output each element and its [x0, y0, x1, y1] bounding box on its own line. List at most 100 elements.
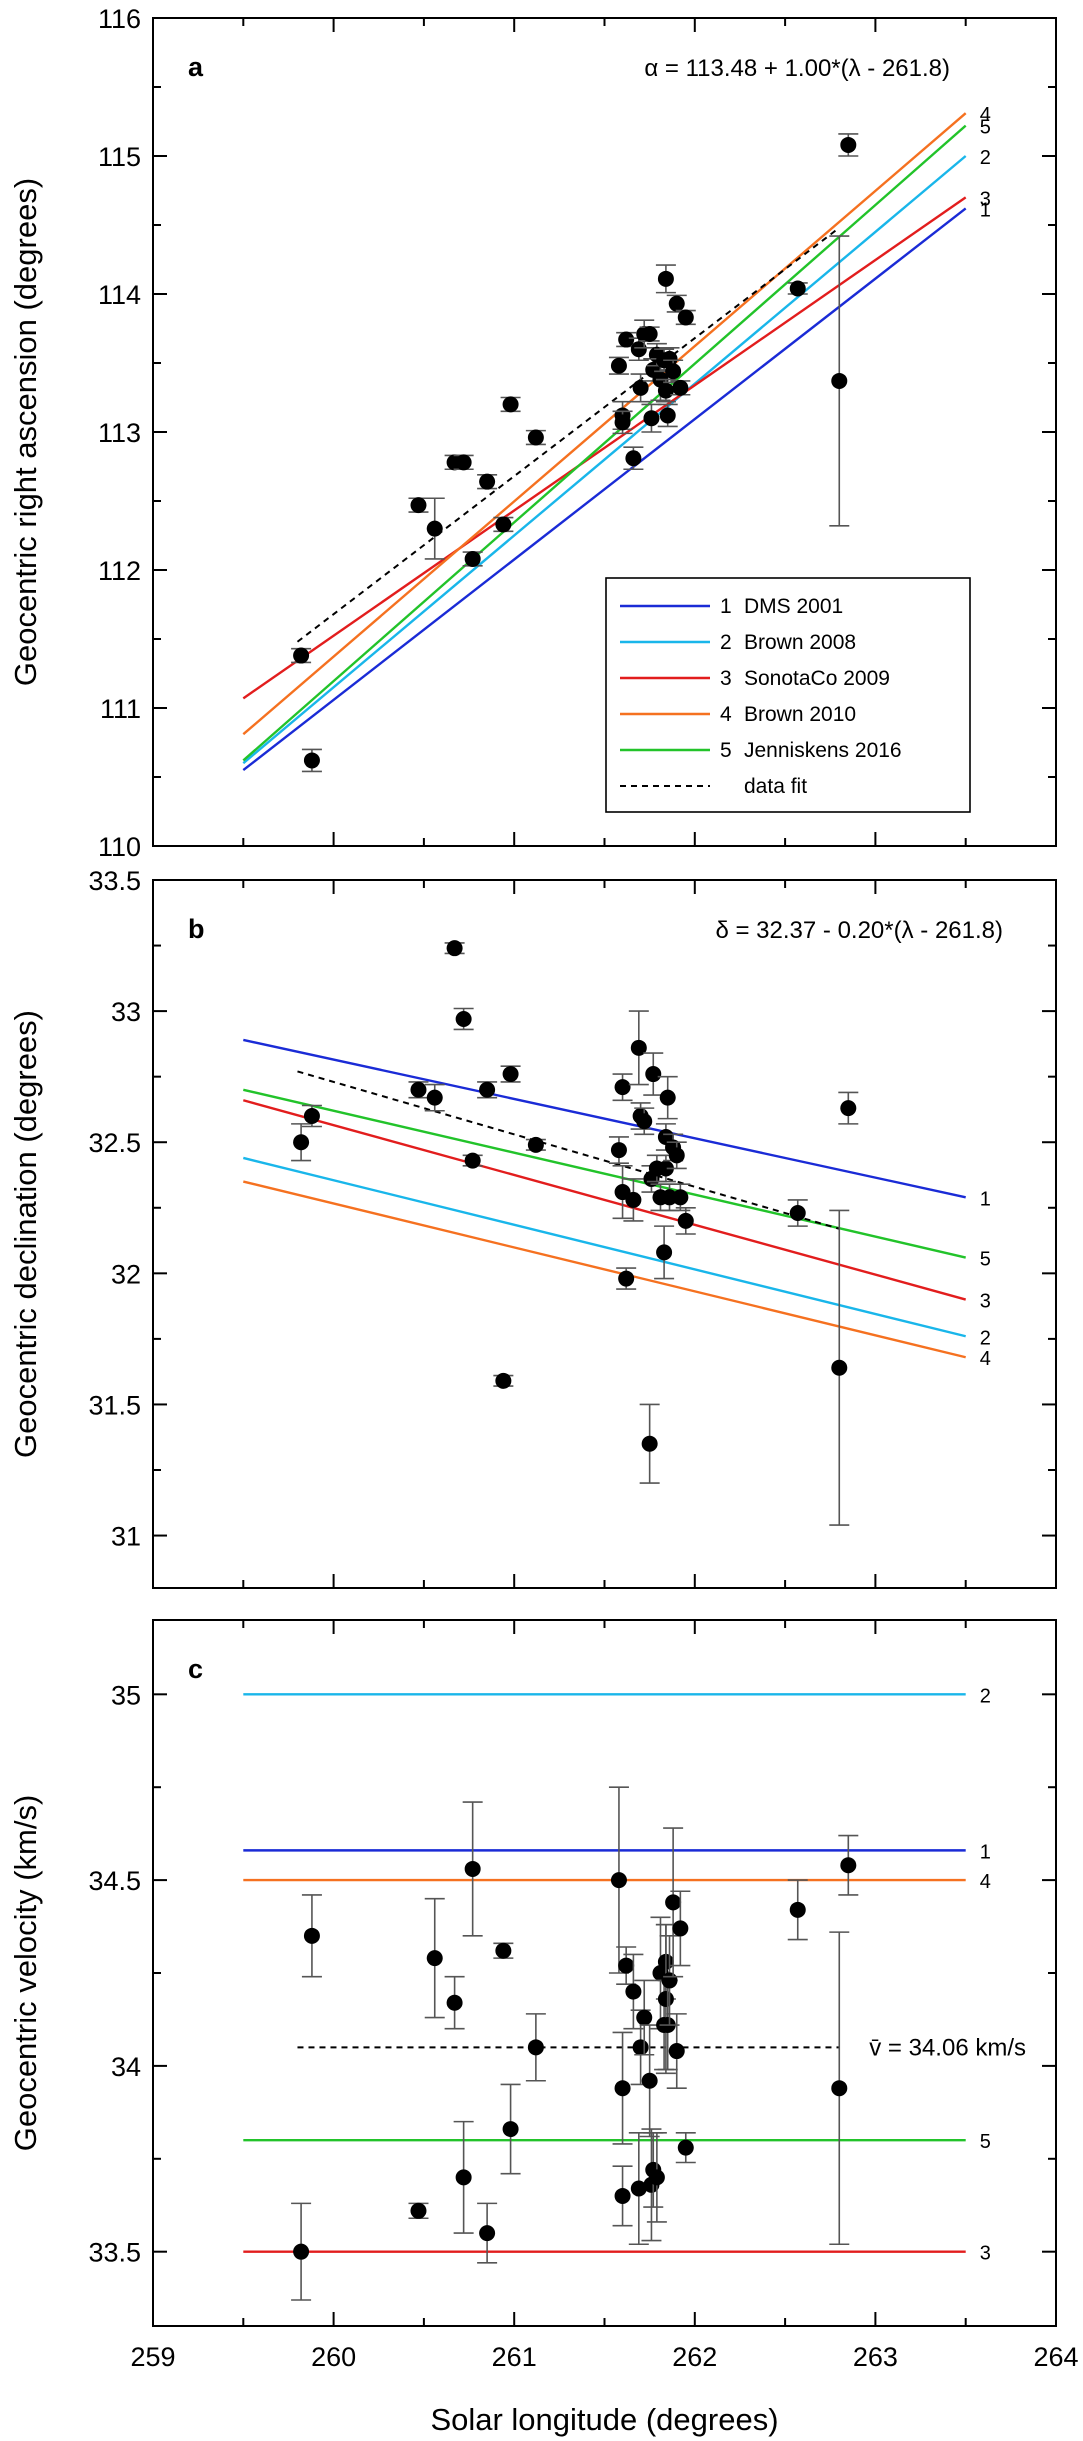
series-label-2: 2 — [980, 147, 991, 169]
y-tick-label: 34.5 — [88, 1866, 141, 1896]
legend-box — [605, 577, 971, 813]
series-line-1 — [242, 207, 967, 772]
legend-number: 2 — [720, 631, 732, 654]
data-point — [648, 2169, 665, 2186]
data-point — [789, 280, 806, 297]
mean-velocity-label: v̄ = 34.06 km/s — [869, 2034, 1026, 2061]
data-point — [840, 1857, 857, 1874]
data-point — [614, 2187, 631, 2204]
series-label-3: 3 — [980, 188, 991, 210]
series-label-3: 3 — [980, 1291, 991, 1313]
data-point — [464, 1860, 481, 1877]
panel-letter: c — [188, 1654, 203, 1684]
data-point — [614, 414, 631, 431]
data-point — [303, 1108, 320, 1124]
data-point — [426, 1089, 443, 1106]
data-point — [455, 454, 472, 471]
data-point — [527, 429, 544, 446]
series-line-3 — [242, 1099, 967, 1301]
data-point — [293, 1134, 310, 1151]
y-tick-label: 112 — [98, 556, 141, 586]
data-point — [641, 1435, 658, 1452]
data-point — [831, 2080, 848, 2097]
series-label-1: 1 — [980, 199, 991, 221]
data-point — [527, 2039, 544, 2056]
data-point — [527, 1136, 544, 1153]
y-tick-label: 111 — [100, 694, 141, 724]
data-point — [672, 1920, 689, 1937]
data-point — [618, 331, 635, 348]
legend-number: 3 — [720, 667, 732, 690]
panel-letter: b — [188, 914, 205, 944]
data-point — [625, 450, 642, 467]
data-point — [293, 2243, 310, 2260]
series-label-3: 3 — [980, 2243, 991, 2265]
data-point — [479, 2225, 496, 2242]
legend-label: data fit — [744, 775, 807, 798]
series-label-2: 2 — [980, 1327, 991, 1349]
x-tick-label: 262 — [672, 2342, 717, 2372]
data-point — [840, 1100, 857, 1117]
data-point — [610, 357, 627, 374]
data-point — [479, 1081, 496, 1098]
series-line-2 — [243, 1156, 966, 1338]
data-point — [789, 1205, 806, 1222]
data-point — [677, 2139, 694, 2156]
data-point — [665, 1894, 682, 1911]
y-axis-title: Geocentric velocity (km/s) — [8, 1795, 43, 2152]
y-tick-label: 33 — [111, 997, 141, 1027]
data-point — [657, 1991, 674, 2008]
x-axis-title: Solar longitude (degrees) — [430, 2402, 778, 2437]
data-point — [659, 407, 676, 424]
series-line-4 — [243, 1180, 966, 1359]
plot-frame — [152, 879, 1057, 1589]
data-point — [625, 1191, 642, 1208]
y-tick-label: 35 — [111, 1680, 141, 1710]
data-point — [410, 2202, 427, 2219]
y-axis-title: Geocentric right ascension (degrees) — [8, 178, 43, 686]
data-point — [668, 2043, 685, 2060]
data-point — [643, 410, 660, 427]
data-point — [446, 940, 463, 957]
legend-label: SonotaCo 2009 — [744, 667, 890, 690]
data-point — [502, 1066, 519, 1083]
x-tick-label: 263 — [853, 2342, 898, 2372]
legend-label: DMS 2001 — [744, 595, 843, 618]
panel-letter: a — [188, 52, 204, 82]
data-point — [410, 497, 427, 514]
data-point — [668, 1147, 685, 1164]
y-tick-label: 110 — [98, 832, 141, 862]
x-tick-label: 264 — [1033, 2342, 1078, 2372]
series-label-2: 2 — [980, 1685, 991, 1707]
data-point — [636, 1113, 653, 1130]
series-line-3 — [242, 196, 967, 700]
y-tick-label: 114 — [98, 280, 141, 310]
series-label-1: 1 — [980, 1841, 991, 1863]
data-point — [668, 295, 685, 312]
data-point — [495, 516, 512, 533]
y-tick-label: 31.5 — [88, 1390, 141, 1420]
series-label-5: 5 — [980, 117, 991, 139]
data-point — [657, 1160, 674, 1177]
data-point — [303, 752, 320, 769]
data-point — [657, 382, 674, 399]
data-point — [464, 550, 481, 567]
data-point — [426, 1950, 443, 1967]
data-point — [630, 341, 647, 358]
legend-label: Jenniskens 2016 — [744, 739, 902, 762]
data-point — [464, 1152, 481, 1169]
data-point — [618, 1270, 635, 1287]
data-point — [641, 2072, 658, 2089]
data-point — [502, 396, 519, 413]
data-point — [659, 1089, 676, 1106]
data-point — [618, 1957, 635, 1974]
data-point — [610, 1142, 627, 1159]
series-label-4: 4 — [980, 1871, 991, 1893]
data-point — [293, 647, 310, 664]
data-point — [665, 363, 682, 380]
data-point — [455, 1010, 472, 1027]
y-axis-title: Geocentric declination (degrees) — [8, 1010, 43, 1458]
